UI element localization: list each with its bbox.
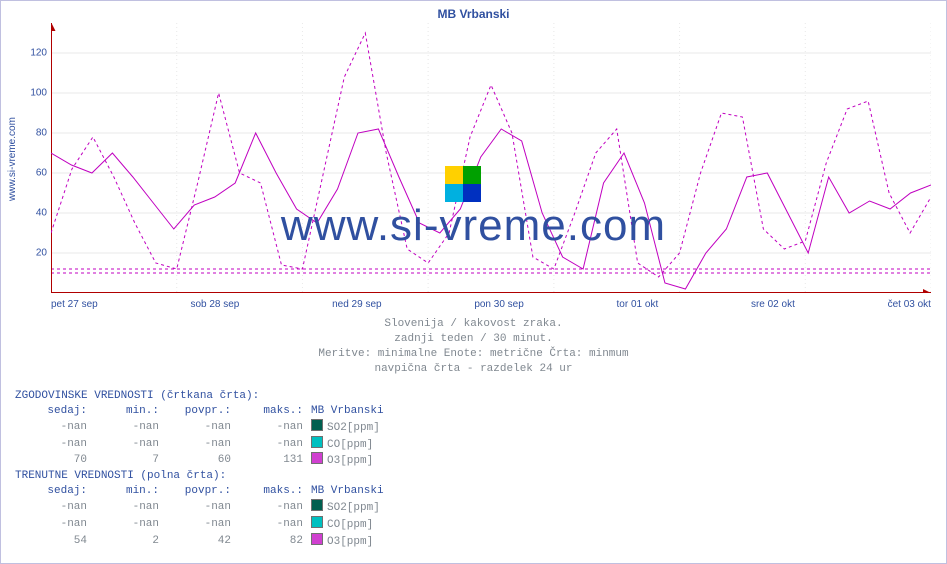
caption-line: Slovenija / kakovost zraka. (1, 317, 946, 332)
table-cell: 70 (15, 452, 87, 469)
series-label: SO2[ppm] (327, 502, 380, 514)
y-tick-label: 20 (36, 248, 47, 259)
table-cell: 54 (15, 533, 87, 550)
table-cell: -nan (159, 499, 231, 516)
y-tick-label: 40 (36, 208, 47, 219)
historical-title: ZGODOVINSKE VREDNOSTI (črtkana črta): (15, 389, 431, 404)
table-cell: 7 (87, 452, 159, 469)
table-cell: -nan (15, 419, 87, 436)
table-header-cell: povpr.: (159, 404, 231, 419)
table-header-cell: sedaj: (15, 484, 87, 499)
x-tick-label: sob 28 sep (190, 299, 239, 313)
table-cell: 60 (159, 452, 231, 469)
series-swatch-icon (311, 436, 323, 448)
y-tick-label: 120 (30, 48, 47, 59)
table-cell: 82 (231, 533, 303, 550)
series-swatch-icon (311, 516, 323, 528)
x-tick-label: pet 27 sep (51, 299, 98, 313)
current-table: sedaj:min.:povpr.:maks.:MB Vrbanski -nan… (15, 484, 431, 549)
table-header-cell: sedaj: (15, 404, 87, 419)
series-label: SO2[ppm] (327, 422, 380, 434)
table-cell: -nan (231, 436, 303, 453)
x-tick-label: ned 29 sep (332, 299, 382, 313)
caption-line: Meritve: minimalne Enote: metrične Črta:… (1, 347, 946, 362)
chart-plot (51, 23, 931, 293)
table-row: -nan-nan-nan-nanSO2[ppm] (15, 419, 431, 436)
x-tick-label: tor 01 okt (617, 299, 659, 313)
table-header-cell: min.: (87, 484, 159, 499)
table-header-cell: maks.: (231, 484, 303, 499)
y-tick-label: 100 (30, 88, 47, 99)
table-row: -nan-nan-nan-nanSO2[ppm] (15, 499, 431, 516)
table-cell: -nan (159, 436, 231, 453)
table-header-cell: min.: (87, 404, 159, 419)
table-cell: -nan (231, 419, 303, 436)
table-header-cell: maks.: (231, 404, 303, 419)
caption-line: navpična črta - razdelek 24 ur (1, 362, 946, 377)
table-header-cell: povpr.: (159, 484, 231, 499)
series-swatch-icon (311, 499, 323, 511)
table-cell: -nan (15, 516, 87, 533)
series-swatch-icon (311, 533, 323, 545)
table-cell: -nan (231, 516, 303, 533)
table-cell: -nan (159, 419, 231, 436)
table-row: 5424282 O3[ppm] (15, 533, 431, 550)
table-cell: -nan (159, 516, 231, 533)
x-tick-label: pon 30 sep (474, 299, 524, 313)
x-tick-label: čet 03 okt (888, 299, 931, 313)
series-swatch-icon (311, 419, 323, 431)
table-cell: -nan (15, 436, 87, 453)
table-cell: -nan (87, 499, 159, 516)
table-cell: -nan (87, 436, 159, 453)
table-cell: -nan (231, 499, 303, 516)
table-header-cell: MB Vrbanski (303, 404, 431, 419)
table-row: 70760131 O3[ppm] (15, 452, 431, 469)
series-label: CO[ppm] (327, 439, 373, 451)
caption-line: zadnji teden / 30 minut. (1, 332, 946, 347)
data-tables: ZGODOVINSKE VREDNOSTI (črtkana črta): se… (15, 389, 431, 549)
y-tick-label: 60 (36, 168, 47, 179)
table-cell: -nan (15, 499, 87, 516)
caption-block: Slovenija / kakovost zraka. zadnji teden… (1, 317, 946, 376)
current-title: TRENUTNE VREDNOSTI (polna črta): (15, 469, 431, 484)
chart-title: MB Vrbanski (1, 1, 946, 21)
table-cell: 2 (87, 533, 159, 550)
table-cell: -nan (87, 419, 159, 436)
table-cell: 42 (159, 533, 231, 550)
x-tick-label: sre 02 okt (751, 299, 795, 313)
series-label: O3[ppm] (327, 536, 373, 548)
x-axis-labels: pet 27 sep sob 28 sep ned 29 sep pon 30 sep… (51, 299, 931, 313)
y-axis-labels: 20 40 60 80 100 120 (25, 23, 47, 293)
series-swatch-icon (311, 452, 323, 464)
table-header-cell: MB Vrbanski (303, 484, 431, 499)
y-tick-label: 80 (36, 128, 47, 139)
table-row: -nan-nan-nan-nanCO[ppm] (15, 516, 431, 533)
series-label: O3[ppm] (327, 455, 373, 467)
table-cell: 131 (231, 452, 303, 469)
table-cell: -nan (87, 516, 159, 533)
chart-container: www.si-vreme.com MB Vrbanski 20 40 60 80 100… (0, 0, 947, 564)
series-label: CO[ppm] (327, 519, 373, 531)
table-row: -nan-nan-nan-nanCO[ppm] (15, 436, 431, 453)
historical-table: sedaj:min.:povpr.:maks.:MB Vrbanski -nan… (15, 404, 431, 469)
source-label: www.si-vreme.com (7, 117, 18, 201)
